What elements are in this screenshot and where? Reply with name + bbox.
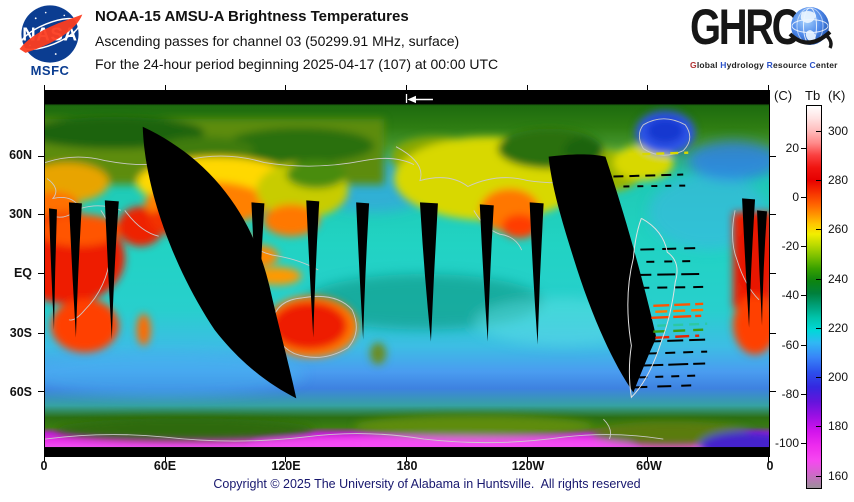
x-axis-tick [285, 457, 287, 462]
y-axis-tick [770, 214, 776, 216]
nasa-logo: NASA MSFC [12, 4, 88, 82]
x-tick-label: 120W [511, 459, 545, 473]
y-tick-label: 60S [9, 385, 32, 400]
ghrc-caption-word: enter [815, 60, 838, 70]
ghrc-globe-icon [788, 7, 833, 49]
kelvin-tick [816, 377, 821, 379]
colorbar: 300 280 260 240 220 200 180 160 20 0 -20 -40 -60 -80-… [775, 105, 848, 489]
x-axis-tick [526, 457, 528, 462]
y-axis-labels: 60N 30N EQ 30S 60S [0, 90, 40, 457]
celsius-tick [801, 443, 807, 445]
y-axis-tick [38, 273, 44, 275]
kelvin-tick-label: 180 [828, 419, 849, 434]
copyright-text: Copyright © 2025 The University of Alaba… [213, 477, 641, 491]
map-frame [38, 85, 776, 462]
x-axis-tick [526, 85, 528, 90]
x-axis-tick [768, 457, 769, 462]
x-axis-tick [164, 85, 166, 90]
x-tick-label: 60E [153, 459, 177, 473]
celsius-tick-label: 0 [792, 189, 799, 204]
kelvin-tick-label: 300 [828, 123, 849, 138]
y-axis-tick [770, 391, 776, 393]
y-axis-tick [38, 332, 44, 334]
nasa-meatball-icon: NASA [19, 5, 83, 63]
kelvin-tick [816, 130, 821, 132]
ghrc-caption-initial: H [720, 60, 727, 70]
x-tick-label: 0 [40, 459, 48, 473]
ghrc-caption-initial: R [766, 60, 773, 70]
y-axis-tick [770, 273, 776, 275]
kelvin-tick-label: 280 [828, 172, 849, 187]
kelvin-tick [816, 475, 821, 477]
celsius-tick-label: -40 [781, 288, 799, 303]
celsius-tick [801, 393, 807, 395]
x-axis-tick [164, 457, 166, 462]
y-tick-label: EQ [13, 266, 32, 281]
page-title: NOAA-15 AMSU-A Brightness Temperatures [95, 8, 409, 25]
x-axis-tick [406, 85, 407, 90]
ghrc-caption-word: esource [772, 60, 810, 70]
x-tick-label: 180 [396, 459, 418, 473]
x-tick-label: 0 [766, 459, 774, 473]
y-axis-tick [38, 391, 44, 393]
kelvin-tick-label: 220 [828, 320, 849, 335]
south-america-coastline [627, 217, 678, 399]
kelvin-tick [816, 426, 821, 428]
kelvin-tick-label: 200 [828, 370, 849, 385]
ghrc-caption-initial: C [809, 60, 816, 70]
colorbar-celsius-unit: (C) [774, 88, 793, 103]
x-axis-tick [647, 457, 649, 462]
y-axis-tick [770, 332, 776, 334]
celsius-tick [801, 147, 807, 149]
celsius-tick [801, 344, 807, 346]
celsius-tick [801, 196, 807, 198]
x-axis-tick [768, 85, 769, 90]
map-plot [45, 91, 769, 456]
kelvin-tick [816, 278, 821, 280]
pass-direction-arrow-icon [405, 93, 433, 104]
kelvin-tick [816, 327, 821, 329]
x-axis-tick [647, 85, 649, 90]
y-axis-tick [38, 155, 44, 157]
ghrc-caption-word: lobal [696, 60, 721, 70]
kelvin-tick [816, 179, 821, 181]
nasa-center-label: MSFC [30, 63, 70, 78]
celsius-tick-label: -80 [781, 386, 799, 401]
kelvin-tick-label: 240 [828, 271, 849, 286]
celsius-tick-label: -20 [781, 239, 799, 254]
kelvin-tick-label: 160 [828, 468, 849, 483]
colorbar-kelvin-unit: (K) [828, 88, 846, 103]
celsius-tick-label: -100 [774, 436, 799, 451]
celsius-tick-label: 20 [785, 140, 799, 155]
x-axis-tick [406, 457, 407, 462]
x-axis-tick [44, 85, 45, 90]
page-subtitle-channel: Ascending passes for channel 03 (50299.9… [95, 33, 460, 49]
celsius-tick-label: -60 [781, 337, 799, 352]
x-tick-label: 120E [271, 459, 301, 473]
celsius-tick [801, 246, 807, 248]
y-axis-tick [38, 214, 44, 216]
ghrc-caption-initial: G [690, 60, 697, 70]
x-axis-tick [44, 457, 45, 462]
x-axis-tick [285, 85, 287, 90]
y-tick-label: 30S [9, 325, 32, 340]
kelvin-tick-label: 260 [828, 222, 849, 237]
colorbar-gradient [807, 106, 821, 488]
x-axis-labels: 0 60E 120E 180 120W 60W 0 [40, 459, 774, 475]
celsius-tick [801, 295, 807, 297]
y-tick-label: 30N [9, 207, 32, 222]
ghrc-caption-word: ydrology [726, 60, 767, 70]
kelvin-tick [816, 229, 821, 231]
ghrc-logo: GHRC Global Hydrology Resource Center [686, 0, 852, 80]
ghrc-acronym: GHRC [690, 0, 801, 55]
page-subtitle-period: For the 24-hour period beginning 2025-04… [95, 56, 499, 72]
y-tick-label: 60N [9, 147, 32, 162]
colorbar-title: Tb [805, 88, 821, 103]
x-tick-label: 60W [636, 459, 662, 473]
ghrc-caption: Global Hydrology Resource Center [690, 60, 850, 70]
y-axis-tick [770, 155, 776, 157]
